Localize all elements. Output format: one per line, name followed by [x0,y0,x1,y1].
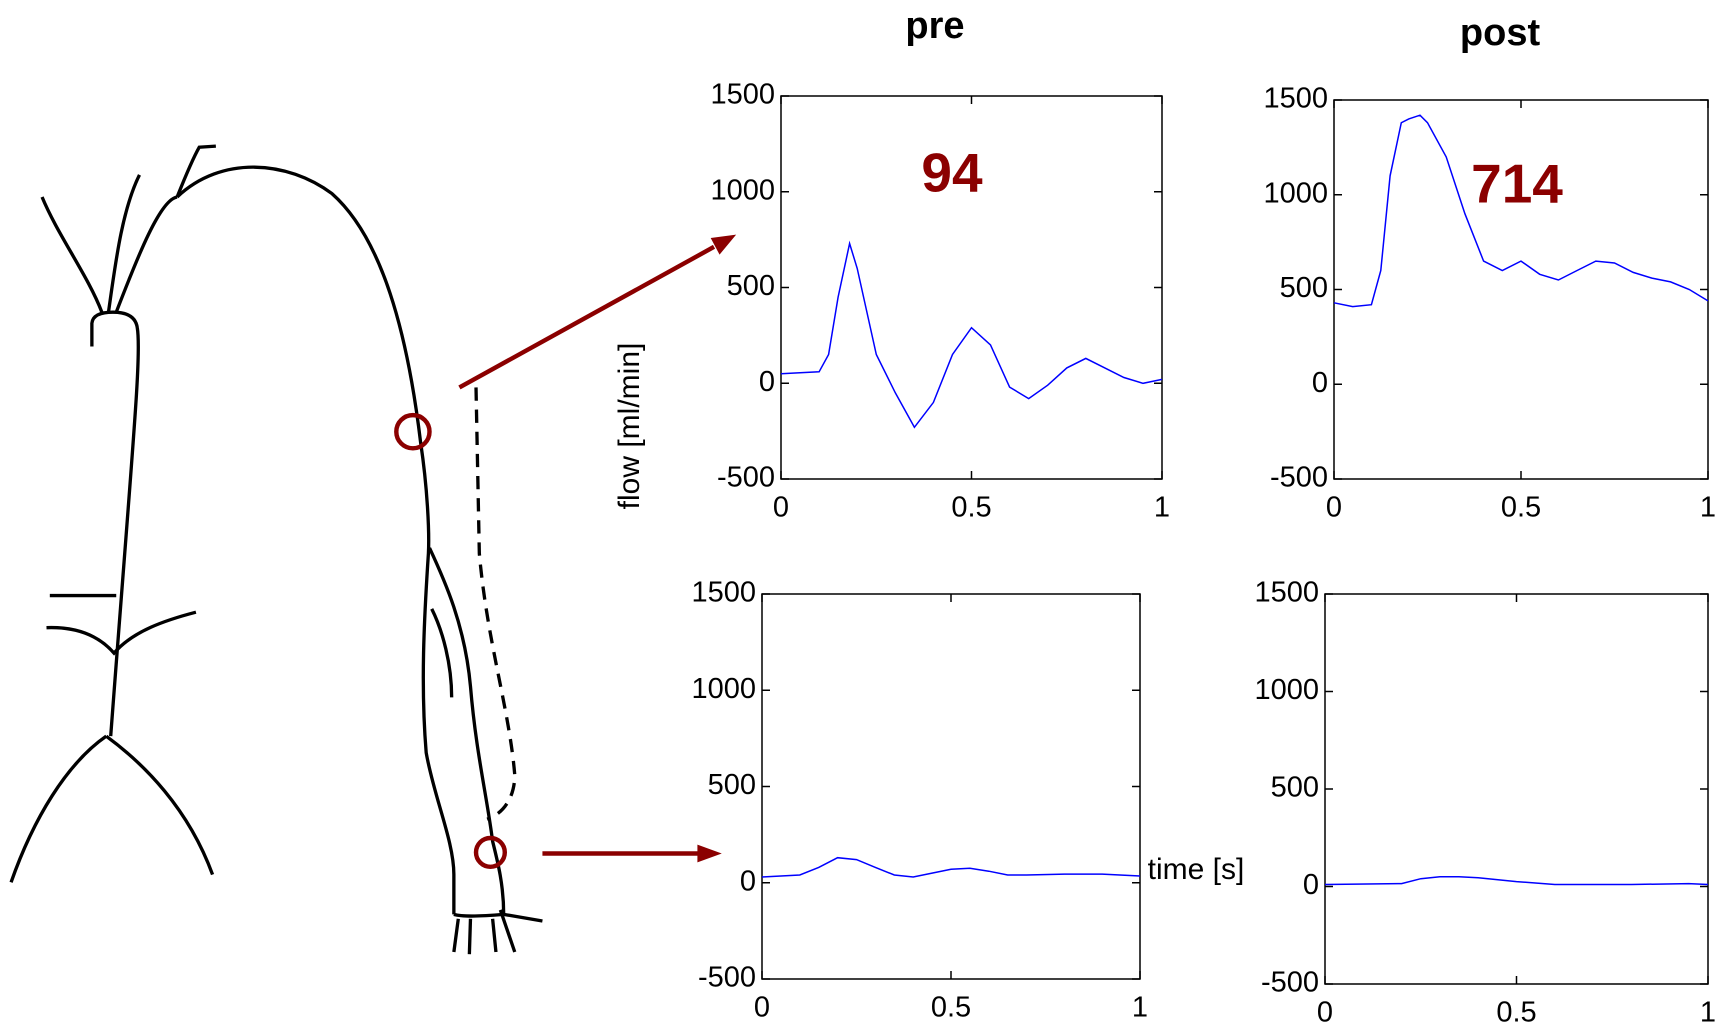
x-tick-label: 0.5 [1496,997,1536,1024]
axes-box [1324,593,1709,985]
y-tick-label: 1500 [1263,83,1328,115]
arrowhead [710,234,737,255]
x-tick-label: 1 [1132,992,1148,1024]
vessel [105,734,215,876]
x-tick-label: 0.5 [931,992,971,1024]
vessel [46,610,197,656]
marker [394,412,432,451]
x-tick-label: 0 [773,492,789,524]
graft [474,387,517,821]
arrow [458,244,716,390]
flow-line [1333,114,1709,308]
y-tick-label: 1000 [691,673,756,705]
y-axis-label: flow [ml/min] [613,343,646,510]
x-tick-label: 1 [1154,492,1170,524]
y-tick-label: 1000 [1263,177,1328,209]
x-axis-label: time [s] [1148,853,1245,886]
y-tick-label: 1500 [710,79,775,111]
y-tick-label: -500 [1270,462,1328,494]
vessel [430,608,454,698]
y-tick-label: 500 [1280,272,1328,304]
x-tick-label: 0.5 [1501,492,1541,524]
flow-line [780,240,1163,429]
y-tick-label: -500 [717,462,775,494]
arrowhead [697,844,722,863]
axes-box [761,593,1141,980]
fingers [452,909,543,955]
vessel [175,165,456,915]
y-tick-label: 500 [1271,772,1319,804]
vessel-diagram [9,144,737,955]
vessel [428,547,506,915]
y-tick-label: 1000 [710,174,775,206]
vessel [175,144,216,198]
x-tick-label: 0 [754,992,770,1024]
vessel [9,734,108,883]
column-title: pre [905,5,964,47]
y-tick-label: 1500 [1254,577,1319,609]
annotation: 94 [921,142,983,204]
marker [473,835,508,869]
y-tick-label: -500 [1261,967,1319,999]
x-tick-label: 0 [1317,997,1333,1024]
vessel [106,174,141,313]
column-title: post [1460,12,1541,54]
y-tick-label: 0 [1303,869,1319,901]
y-tick-label: 500 [708,769,756,801]
flow-line [1324,876,1709,886]
y-tick-label: 500 [727,270,775,302]
y-tick-label: 0 [740,865,756,897]
flow-line [761,856,1141,878]
y-tick-label: 1000 [1254,674,1319,706]
vessel [90,310,141,737]
x-tick-label: 1 [1700,492,1716,524]
x-tick-label: 1 [1700,997,1716,1024]
vessel [453,912,504,918]
vessel [40,196,104,313]
x-tick-label: 0.5 [951,492,991,524]
annotation: 714 [1471,153,1563,215]
vessel [114,195,178,313]
y-tick-label: -500 [698,962,756,994]
y-tick-label: 1500 [691,577,756,609]
y-tick-label: 0 [1312,367,1328,399]
x-tick-label: 0 [1326,492,1342,524]
y-tick-label: 0 [759,366,775,398]
